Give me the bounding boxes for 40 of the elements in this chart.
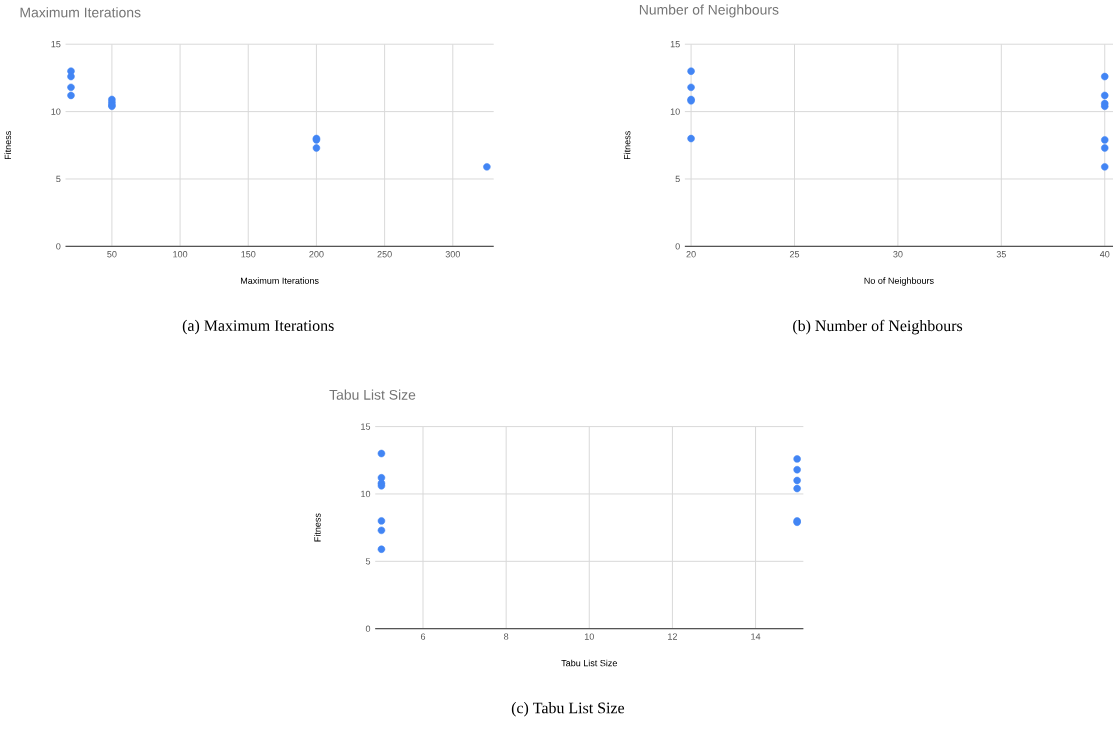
x-tick-label: 10 bbox=[584, 633, 594, 640]
y-tick-label: 15 bbox=[51, 40, 61, 48]
x-tick-label: 30 bbox=[893, 250, 903, 258]
text: (a) Maximum Iterations bbox=[182, 319, 334, 335]
text: (b) Number of Neighbours bbox=[793, 319, 963, 335]
x-tick-label: 300 bbox=[445, 250, 460, 258]
chart-title: Number of Neighbours bbox=[639, 4, 779, 18]
text: (c) Tabu List Size bbox=[511, 702, 625, 717]
chart-title: Tabu List Size bbox=[329, 389, 416, 400]
x-tick-label: 6 bbox=[420, 633, 426, 640]
x-axis-title: No of Neighbours bbox=[864, 277, 934, 286]
y-tick-label: 5 bbox=[365, 558, 371, 565]
x-tick-label: 200 bbox=[309, 250, 324, 258]
y-tick-label: 10 bbox=[51, 108, 61, 115]
x-tick-label: 250 bbox=[377, 250, 392, 258]
x-tick-label: 40 bbox=[1099, 250, 1110, 258]
x-tick-label: 35 bbox=[996, 250, 1006, 258]
x-axis-title: Maximum Iterations bbox=[240, 277, 319, 284]
x-tick-label: 8 bbox=[504, 633, 509, 640]
chart-title: Maximum Iterations bbox=[20, 7, 141, 18]
y-axis-title: Fitness bbox=[314, 513, 321, 542]
y-tick-label: 10 bbox=[361, 490, 371, 498]
y-tick-label: 0 bbox=[675, 243, 680, 250]
x-tick-label: 150 bbox=[241, 250, 256, 258]
y-tick-label: 15 bbox=[670, 40, 680, 48]
x-axis-title: Tabu List Size bbox=[561, 659, 617, 667]
y-axis-title: Fitness bbox=[4, 130, 12, 159]
x-tick-label: 100 bbox=[173, 250, 188, 258]
x-tick-label: 12 bbox=[668, 633, 677, 640]
y-axis-title: Fitness bbox=[623, 130, 631, 159]
y-tick-label: 10 bbox=[670, 108, 680, 115]
y-tick-label: 0 bbox=[56, 243, 61, 250]
y-tick-label: 15 bbox=[361, 423, 371, 430]
x-tick-label: 50 bbox=[107, 250, 117, 258]
y-tick-label: 0 bbox=[365, 625, 371, 632]
y-tick-label: 5 bbox=[675, 175, 680, 182]
x-tick-label: 14 bbox=[751, 633, 761, 640]
x-tick-label: 25 bbox=[789, 250, 800, 258]
x-tick-label: 20 bbox=[686, 250, 696, 258]
y-tick-label: 5 bbox=[56, 175, 61, 182]
